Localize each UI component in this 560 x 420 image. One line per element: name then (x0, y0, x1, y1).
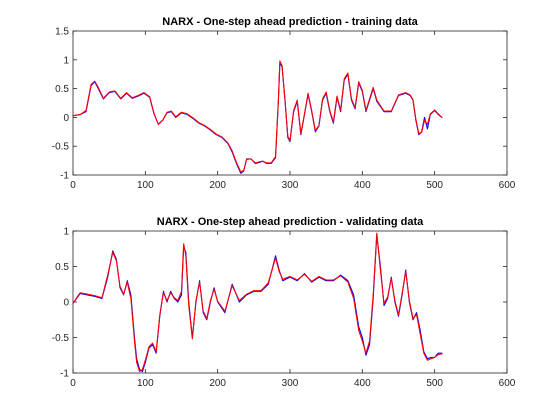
validating-chart-title: NARX - One-step ahead prediction - valid… (157, 216, 424, 228)
validating-x-tick-label: 300 (282, 378, 299, 389)
training-x-tick-label: 600 (499, 180, 516, 191)
validating-prediction-series-line (72, 232, 443, 373)
training-y-tick-label: 0 (63, 113, 69, 124)
validating-x-tick-label: 100 (137, 378, 154, 389)
validating-data-axes: NARX - One-step ahead prediction - valid… (52, 216, 516, 389)
validating-x-tick-label: 500 (426, 378, 443, 389)
validating-x-tick-label: 600 (499, 378, 516, 389)
training-x-tick-label: 100 (137, 180, 154, 191)
validating-y-tick-label: -1 (60, 369, 69, 380)
training-y-tick-label: -1 (60, 171, 69, 182)
training-chart-title: NARX - One-step ahead prediction - train… (162, 16, 418, 28)
training-target-series-line (72, 62, 443, 174)
training-y-tick-label: 0.5 (55, 84, 69, 95)
validating-target-series-line (72, 234, 443, 373)
validating-x-tick-label: 400 (354, 378, 371, 389)
training-data-axes: NARX - One-step ahead prediction - train… (52, 16, 516, 191)
training-prediction-series-line (72, 60, 443, 173)
training-y-tick-label: 1 (63, 55, 69, 66)
training-axes-box (72, 30, 508, 176)
training-x-tick-label: 400 (354, 180, 371, 191)
training-y-tick-label: -0.5 (52, 142, 70, 153)
validating-y-tick-label: -0.5 (52, 333, 70, 344)
validating-y-tick-label: 0 (63, 298, 69, 309)
training-x-tick-label: 500 (426, 180, 443, 191)
validating-y-tick-label: 1 (63, 227, 69, 238)
training-x-tick-label: 200 (209, 180, 226, 191)
training-y-tick-label: 1.5 (55, 27, 69, 38)
validating-y-tick-label: 0.5 (55, 262, 69, 273)
validating-axes-box (72, 230, 508, 374)
validating-x-tick-label: 0 (70, 378, 76, 389)
training-x-tick-label: 0 (70, 180, 76, 191)
validating-x-tick-label: 200 (209, 378, 226, 389)
training-x-tick-label: 300 (282, 180, 299, 191)
